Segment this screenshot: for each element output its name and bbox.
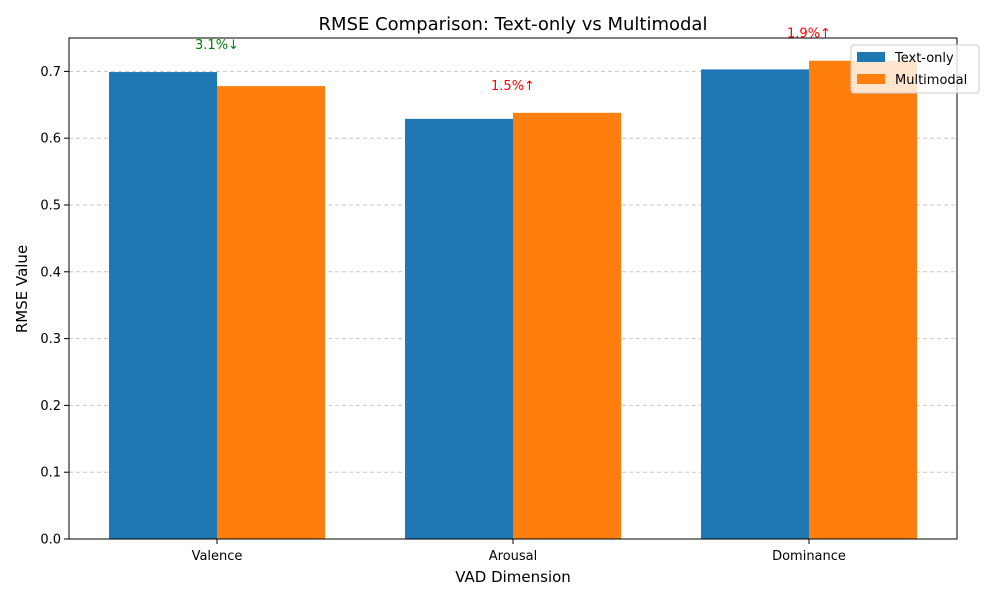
y-tick-label: 0.2 [40,399,61,414]
legend-label-multimodal: Multimodal [895,73,967,88]
legend-label-text-only: Text-only [894,51,954,66]
change-annotation-dominance: 1.9%↑ [787,27,831,42]
bars-layer [109,60,917,540]
legend: Text-only Multimodal [850,44,980,94]
y-tick-label: 0.3 [40,332,61,347]
bar-text-only-dominance [701,69,809,540]
y-tick-label: 0.7 [40,65,61,80]
y-axis-label: RMSE Value [13,245,31,333]
chart-title: RMSE Comparison: Text-only vs Multimodal [319,14,708,35]
bar-multimodal-arousal [513,112,621,539]
y-axis: 0.0 0.1 0.2 0.3 0.4 0.5 0.6 0.7 [40,65,69,548]
y-tick-label: 0.4 [40,265,61,280]
x-tick-label: Dominance [772,549,846,564]
y-tick-label: 0.6 [40,132,61,147]
change-annotation-arousal: 1.5%↑ [491,79,535,94]
bar-multimodal-dominance [809,60,917,539]
bar-text-only-arousal [405,118,513,539]
y-tick-label: 0.5 [40,199,61,214]
legend-swatch-multimodal [857,74,885,84]
y-tick-label: 0.0 [40,533,61,548]
change-annotation-valence: 3.1%↓ [195,38,239,53]
annotations: 3.1%↓ 1.5%↑ 1.9%↑ [195,27,831,94]
y-tick-label: 0.1 [40,466,61,481]
x-axis: Valence Arousal Dominance [192,539,846,564]
bar-text-only-valence [109,72,217,540]
bar-multimodal-valence [217,86,325,539]
legend-swatch-text-only [857,52,885,62]
x-axis-label: VAD Dimension [455,568,571,586]
x-tick-label: Valence [192,549,243,564]
x-tick-label: Arousal [489,549,538,564]
